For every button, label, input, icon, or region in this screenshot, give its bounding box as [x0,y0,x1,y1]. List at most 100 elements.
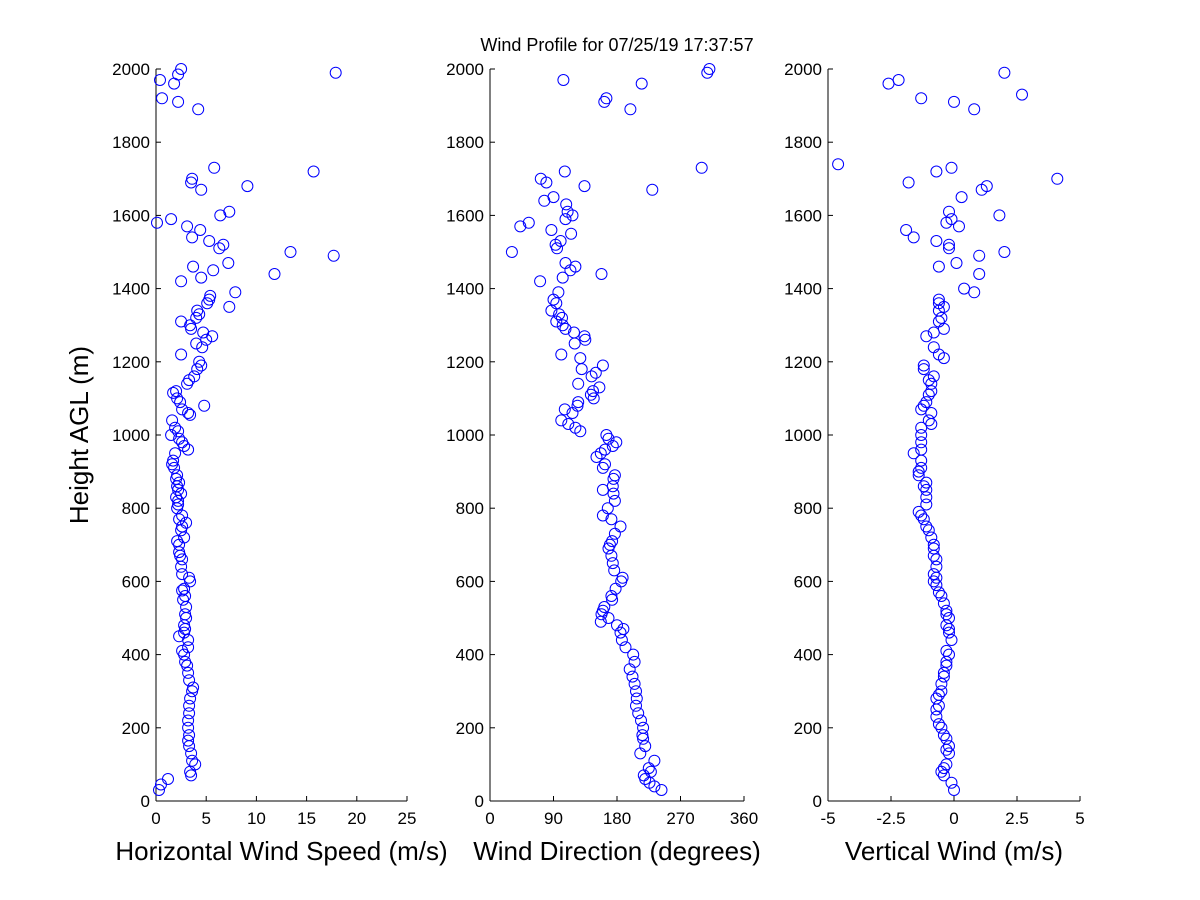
direction-data-point [603,538,616,551]
wind-direction-panel: 0 200 400 600 800 1000 1200 1400 1600 1800 2000 0 90… [446,60,761,866]
direction-data-point [565,227,578,240]
direction-data-point [627,648,640,661]
speed-data-point [184,765,197,778]
direction-data-point [639,740,652,753]
direction-data-point [545,224,558,236]
direction-data-point [596,359,609,372]
speed-data-point [179,655,192,668]
vertical-data-point [943,205,955,218]
vertical-data-point [932,688,945,701]
vertical-data-point [925,385,938,398]
direction-data-point [574,425,587,438]
speed-x-tick-label: 15 [297,809,316,828]
speed-data-point [181,220,194,233]
direction-data-point [596,461,609,474]
speed-data-point [186,231,199,244]
speed-data-point [189,758,202,771]
vertical-data-point [945,213,958,226]
speed-y-tick-label: 800 [122,499,150,518]
vertical-data-point [925,531,938,544]
speed-data-point [183,729,196,742]
direction-data-point [606,440,619,452]
speed-data-point [183,571,196,584]
vertical-data-point [930,703,943,716]
speed-x-axis-label: Horizontal Wind Speed (m/s) [115,836,447,866]
vertical-data-point [932,586,945,599]
speed-data-point [186,685,199,698]
speed-data-point [176,644,189,657]
vertical-wind-panel: 0 200 400 600 800 1000 1200 1400 1600 1800 2000 -5 -… [784,60,1085,866]
direction-y-tick-label: 800 [456,499,484,518]
vertical-data-point [940,758,953,771]
direction-data-point [605,513,618,526]
vertical-data-point [937,729,950,742]
direction-data-point [534,172,547,185]
vertical-data-point [892,74,905,86]
direction-data-point [587,392,600,405]
direction-data-point [556,319,569,332]
vertical-data-point [940,644,953,657]
speed-data-point [182,666,195,679]
direction-data-point [534,275,547,288]
vertical-data-point [920,483,933,496]
direction-data-point [559,213,572,226]
vertical-x-tick-label: -5 [820,809,835,828]
speed-data-point [195,271,208,284]
vertical-data-point [968,286,981,299]
direction-x-tick-label: 90 [544,809,563,828]
direction-data-point [624,103,637,116]
vertical-data-point [922,524,935,537]
direction-data-point [585,370,598,383]
speed-data-point [307,165,320,178]
speed-data-point [229,286,242,299]
direction-data-point [589,366,602,379]
direction-data-point [574,352,587,365]
speed-data-point [167,386,180,399]
speed-data-point [171,469,184,482]
vertical-data-point [937,666,950,679]
direction-data-point [642,762,655,775]
speed-data-point [153,784,165,796]
speed-data-point [182,407,195,419]
speed-y-tick-label: 1400 [112,280,150,299]
vertical-data-point [922,388,935,401]
speed-data-point [179,623,192,635]
speed-data-point [172,425,185,438]
vertical-data-point [958,282,971,295]
speed-data-point [174,396,187,409]
vertical-data-point [940,659,953,672]
speed-data-point [156,92,168,105]
speed-data-point [178,582,191,595]
vertical-data-point [932,315,945,328]
speed-data-point [190,337,203,350]
figure-title: Wind Profile for 07/25/19 17:37:57 [480,35,753,55]
direction-data-point [556,271,569,284]
vertical-y-tick-label: 400 [794,646,822,665]
vertical-data-point [925,377,938,390]
vertical-data-point [920,498,933,511]
direction-data-point [630,699,642,712]
direction-data-point [557,74,570,86]
speed-y-tick-label: 200 [122,719,150,738]
vertical-data-point [940,732,953,745]
speed-data-point [182,714,195,727]
speed-y-tick-label: 1600 [112,206,150,225]
direction-y-tick-label: 0 [475,792,484,811]
vertical-data-point [917,399,930,412]
direction-data-point [608,564,621,577]
vertical-data-point [832,158,845,171]
direction-data-point [550,315,563,328]
speed-data-point [222,257,235,269]
speed-data-point [167,454,180,467]
speed-data-point [190,311,203,324]
vertical-data-point [917,513,930,526]
direction-data-point [648,754,661,767]
speed-y-tick-label: 1200 [112,353,150,372]
speed-y-tick-label: 600 [122,572,150,591]
vertical-data-point [937,322,950,335]
direction-y-tick-label: 600 [456,572,484,591]
speed-data-point [162,773,174,785]
speed-data-point [200,333,213,346]
vertical-data-point [915,429,928,441]
